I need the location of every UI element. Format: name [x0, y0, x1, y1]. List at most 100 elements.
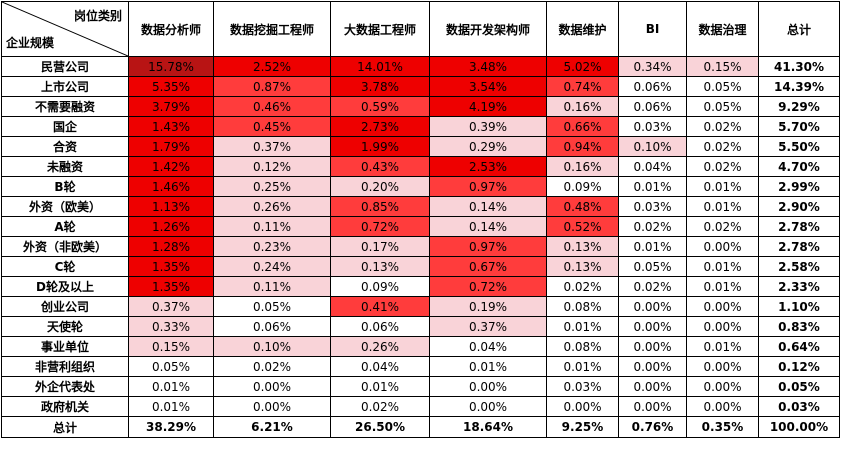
heat-cell: 1.79% [128, 136, 214, 157]
diagonal-divider [2, 2, 128, 56]
heat-cell: 1.46% [128, 176, 214, 197]
table-row: 合资 1.79% 0.37% 1.99% 0.29% 0.94% 0.10% 0.02% 5.5… [1, 136, 840, 157]
heat-cell: 0.01% [686, 276, 759, 297]
heat-cell: 0.00% [686, 376, 759, 397]
heat-cell: 0.04% [429, 336, 547, 357]
heat-cell: 0.85% [330, 196, 430, 217]
row-total-cell: 2.58% [758, 256, 840, 277]
heat-cell: 0.09% [330, 276, 430, 297]
heat-cell: 0.06% [213, 316, 331, 337]
row-label: 不需要融资 [1, 96, 129, 117]
heat-cell: 0.02% [618, 216, 687, 237]
heat-cell: 0.00% [618, 396, 687, 417]
heat-cell: 0.00% [618, 296, 687, 317]
heat-cell: 0.45% [213, 116, 331, 137]
row-label: 未融资 [1, 156, 129, 177]
heat-cell: 0.26% [213, 196, 331, 217]
heat-cell: 0.37% [213, 136, 331, 157]
row-total-cell: 2.78% [758, 216, 840, 237]
row-label: C轮 [1, 256, 129, 277]
table-row: 事业单位 0.15% 0.10% 0.26% 0.04% 0.08% 0.00% 0.01% 0… [1, 336, 840, 357]
heat-cell: 0.06% [618, 76, 687, 97]
heat-cell: 0.01% [546, 316, 619, 337]
heat-cell: 0.72% [330, 216, 430, 237]
heat-cell: 0.01% [686, 336, 759, 357]
heat-cell: 0.01% [686, 176, 759, 197]
heat-cell: 0.37% [128, 296, 214, 317]
heat-cell: 0.16% [546, 96, 619, 117]
heat-cell: 0.41% [330, 296, 430, 317]
table-footer: 总计 38.29% 6.21% 26.50% 18.64% 9.25% 0.76% 0.35%… [1, 416, 840, 438]
row-total-cell: 2.33% [758, 276, 840, 297]
table-row: 天使轮 0.33% 0.06% 0.06% 0.37% 0.01% 0.00% 0.00% 0.… [1, 316, 840, 337]
row-label: 民营公司 [1, 56, 129, 77]
heat-cell: 5.02% [546, 56, 619, 77]
table-body: 民营公司 15.78% 2.52% 14.01% 3.48% 5.02% 0.34% 0.15… [1, 56, 840, 417]
row-label: 外资（欧美） [1, 196, 129, 217]
heat-cell: 0.11% [213, 216, 331, 237]
heat-cell: 0.17% [330, 236, 430, 257]
table-row: B轮 1.46% 0.25% 0.20% 0.97% 0.09% 0.01% 0.01% 2.9… [1, 176, 840, 197]
heat-cell: 0.72% [429, 276, 547, 297]
heat-cell: 0.10% [618, 136, 687, 157]
column-axis-label: 岗位类别 [73, 9, 122, 23]
heat-cell: 0.01% [618, 176, 687, 197]
column-total-cell: 18.64% [429, 416, 547, 438]
heat-cell: 0.06% [330, 316, 430, 337]
heat-cell: 0.00% [429, 376, 547, 397]
row-label: 创业公司 [1, 296, 129, 317]
heat-cell: 0.66% [546, 116, 619, 137]
column-total-cell: 9.25% [546, 416, 619, 438]
row-label: 合资 [1, 136, 129, 157]
heat-cell: 3.54% [429, 76, 547, 97]
heat-cell: 0.01% [330, 376, 430, 397]
heat-cell: 0.00% [686, 396, 759, 417]
heat-cell: 0.74% [546, 76, 619, 97]
column-total-cell: 38.29% [128, 416, 214, 438]
heat-cell: 1.35% [128, 256, 214, 277]
heat-cell: 0.48% [546, 196, 619, 217]
heat-cell: 0.29% [429, 136, 547, 157]
column-header: BI [618, 1, 687, 57]
heat-cell: 0.02% [330, 396, 430, 417]
heat-cell: 0.03% [546, 376, 619, 397]
heat-cell: 0.02% [686, 216, 759, 237]
heat-cell: 0.43% [330, 156, 430, 177]
heat-cell: 0.09% [546, 176, 619, 197]
heat-cell: 0.97% [429, 236, 547, 257]
heat-cell: 0.00% [686, 356, 759, 377]
heat-cell: 2.73% [330, 116, 430, 137]
heat-cell: 0.05% [618, 256, 687, 277]
table-row: A轮 1.26% 0.11% 0.72% 0.14% 0.52% 0.02% 0.02% 2.7… [1, 216, 840, 237]
heat-cell: 0.19% [429, 296, 547, 317]
row-label: D轮及以上 [1, 276, 129, 297]
column-total-cell: 100.00% [758, 416, 840, 438]
row-label: 政府机关 [1, 396, 129, 417]
heat-cell: 0.24% [213, 256, 331, 277]
column-header: 数据开发架构师 [429, 1, 547, 57]
heat-cell: 0.13% [546, 256, 619, 277]
heat-cell: 0.14% [429, 216, 547, 237]
heat-cell: 0.00% [618, 356, 687, 377]
column-total-cell: 0.35% [686, 416, 759, 438]
heat-cell: 0.00% [686, 316, 759, 337]
row-total-cell: 0.12% [758, 356, 840, 377]
heat-cell: 0.00% [618, 316, 687, 337]
heat-cell: 0.46% [213, 96, 331, 117]
heat-cell: 1.42% [128, 156, 214, 177]
row-label: 天使轮 [1, 316, 129, 337]
heat-cell: 0.97% [429, 176, 547, 197]
row-total-cell: 4.70% [758, 156, 840, 177]
row-total-cell: 0.03% [758, 396, 840, 417]
heat-cell: 0.08% [546, 296, 619, 317]
heatmap-table: 岗位类别 企业规模 数据分析师 数据挖掘工程师 大数据工程师 数据开发架构师 数据维护 B… [1, 1, 840, 438]
heat-cell: 1.26% [128, 216, 214, 237]
heat-cell: 1.99% [330, 136, 430, 157]
heat-cell: 14.01% [330, 56, 430, 77]
column-total-cell: 26.50% [330, 416, 430, 438]
row-label: 外企代表处 [1, 376, 129, 397]
heat-cell: 0.00% [213, 396, 331, 417]
heat-cell: 5.35% [128, 76, 214, 97]
heat-cell: 0.01% [546, 356, 619, 377]
table-row: 上市公司 5.35% 0.87% 3.78% 3.54% 0.74% 0.06% 0.05% 1… [1, 76, 840, 97]
